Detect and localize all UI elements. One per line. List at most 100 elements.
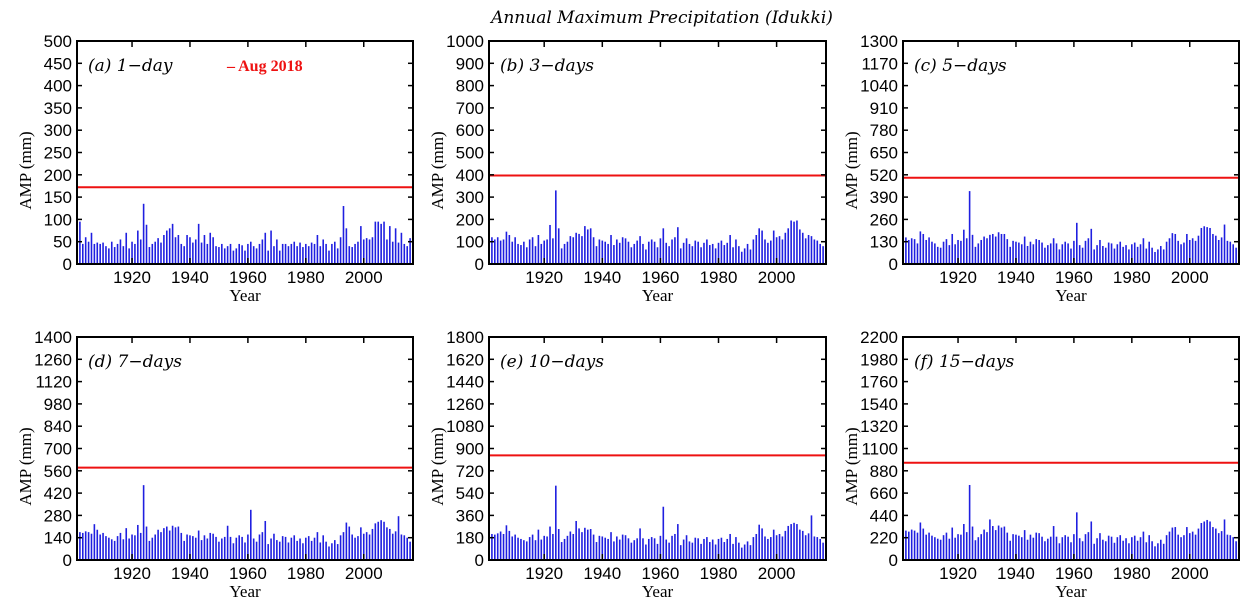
bar-1902 [905, 237, 907, 264]
y-axis-label: AMP (mm) [16, 427, 35, 505]
bar-1920 [543, 535, 545, 560]
bar-2003 [371, 528, 374, 560]
bar-1964 [1084, 240, 1087, 264]
bar-1967 [679, 545, 682, 560]
bar-1978 [711, 243, 714, 264]
bar-1968 [270, 538, 272, 560]
bar-1978 [1125, 538, 1127, 560]
bar-1941 [604, 241, 607, 264]
bar-1906 [502, 533, 505, 560]
bar-1923 [139, 532, 142, 560]
x-tick-label: 1980 [700, 268, 738, 287]
bar-1966 [1090, 228, 1093, 264]
bar-1937 [592, 534, 595, 560]
bar-1915 [116, 536, 119, 560]
bar-1982 [723, 245, 726, 264]
chart-panel-4: 0 140 280 420 560 700 840 980 1120 1260 1400 1920 19… [16, 328, 414, 601]
bar-2002 [368, 534, 371, 560]
bar-1974 [287, 542, 290, 560]
bar-1962 [252, 538, 255, 560]
bar-1983 [1139, 537, 1142, 560]
bar-1927 [977, 243, 980, 264]
bar-2014 [403, 243, 406, 264]
bar-1940 [189, 535, 191, 560]
bar-2015 [1232, 537, 1234, 560]
bar-1992 [1165, 535, 1168, 560]
bar-2003 [784, 232, 787, 264]
bar-1963 [255, 541, 258, 560]
bar-1928 [566, 241, 569, 264]
bar-1951 [1047, 245, 1049, 264]
x-tick-label: 1940 [583, 268, 621, 287]
bar-2016 [409, 238, 411, 264]
bar-1985 [732, 543, 734, 560]
bar-2009 [801, 530, 804, 560]
x-tick-label: 1920 [525, 268, 563, 287]
bar-2009 [801, 232, 804, 264]
y-tick-label: 250 [44, 144, 72, 163]
bar-1979 [302, 543, 304, 560]
bar-1920 [131, 534, 133, 560]
y-tick-label: 0 [475, 255, 484, 274]
bar-1993 [342, 532, 345, 561]
bar-1931 [989, 234, 991, 264]
bar-1935 [586, 529, 589, 560]
bar-1956 [235, 248, 238, 264]
bar-1986 [1148, 241, 1150, 264]
bar-2001 [778, 533, 781, 560]
bar-1928 [980, 239, 982, 264]
panel-label: (a) 1−day [88, 56, 173, 76]
panel-label: (b) 3−days [500, 56, 594, 76]
bar-1961 [662, 506, 665, 560]
bar-2006 [380, 520, 382, 560]
bar-1942 [194, 537, 197, 560]
bar-1936 [589, 228, 592, 264]
bar-1988 [740, 547, 743, 560]
bar-1984 [729, 533, 731, 560]
bar-1967 [267, 250, 269, 264]
bar-2011 [1220, 237, 1223, 264]
bar-1918 [537, 529, 540, 560]
bar-1912 [108, 248, 110, 264]
y-axis-label: AMP (mm) [428, 131, 447, 209]
bar-1972 [281, 243, 284, 264]
bar-1976 [1119, 241, 1122, 264]
bar-1998 [1183, 242, 1185, 264]
bar-1968 [682, 539, 685, 560]
bar-1959 [1070, 542, 1072, 560]
bar-1937 [180, 532, 183, 560]
bar-1923 [965, 238, 968, 264]
bar-2002 [1194, 240, 1197, 264]
bar-1991 [1162, 249, 1165, 264]
bar-1909 [99, 243, 101, 264]
bar-1980 [717, 538, 720, 560]
y-tick-label: 840 [44, 417, 72, 436]
bar-1956 [647, 241, 650, 264]
bar-1974 [700, 247, 702, 264]
bar-1967 [1093, 249, 1095, 264]
x-axis-label: Year [229, 286, 261, 305]
bar-1997 [767, 242, 769, 264]
bar-2014 [403, 535, 406, 560]
bar-1917 [534, 540, 537, 560]
bar-1997 [354, 243, 356, 264]
bar-1998 [1183, 535, 1185, 560]
bar-1921 [134, 243, 136, 264]
bar-1982 [723, 542, 726, 560]
bar-1914 [525, 247, 528, 264]
bar-1922 [137, 230, 139, 264]
x-tick-label: 1980 [287, 268, 325, 287]
bar-1932 [578, 528, 580, 560]
bar-1973 [697, 241, 699, 264]
bar-2010 [804, 238, 807, 264]
y-tick-label: 280 [44, 506, 72, 525]
bar-2011 [807, 235, 810, 264]
y-tick-label: 1040 [860, 77, 898, 96]
bar-1940 [1015, 534, 1017, 560]
bar-2007 [1209, 227, 1211, 264]
x-tick-label: 1980 [700, 564, 738, 583]
y-tick-label: 540 [456, 484, 484, 503]
bar-1999 [772, 529, 775, 560]
bar-2012 [1223, 519, 1226, 560]
